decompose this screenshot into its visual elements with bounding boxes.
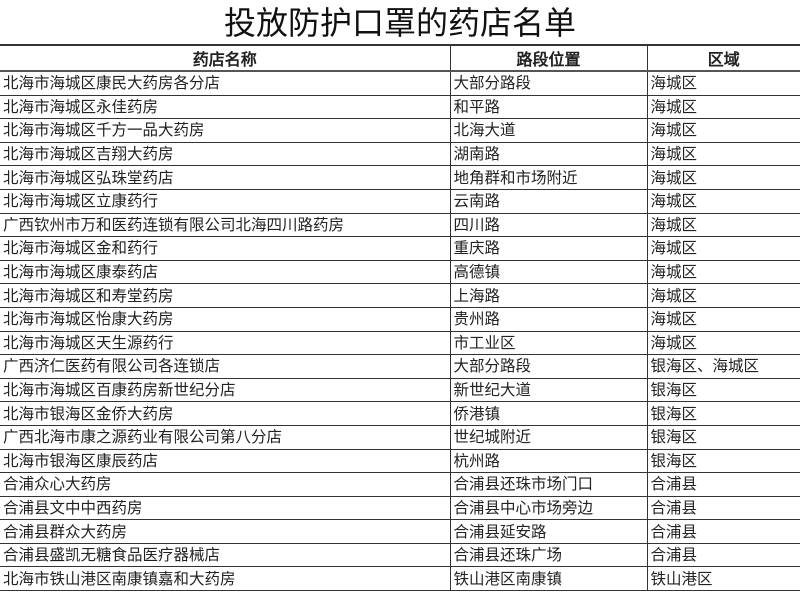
cell-pharmacy-name: 北海市海城区天生源药行 <box>0 330 451 356</box>
cell-location: 合浦县中心市场旁边 <box>449 495 648 521</box>
cell-pharmacy-name: 北海市银海区康辰药店 <box>0 448 451 474</box>
cell-location: 地角群和市场附近 <box>449 165 648 190</box>
cell-district: 海城区 <box>646 283 800 308</box>
cell-pharmacy-name: 北海市海城区吉翔大药房 <box>0 141 451 167</box>
page-title: 投放防护口罩的药店名单 <box>0 0 800 45</box>
table-row: 北海市海城区康民大药房各分店 大部分路段 海城区 <box>0 70 800 96</box>
cell-location: 上海路 <box>449 283 648 308</box>
pharmacy-table: 药店名称 路段位置 区域 北海市海城区康民大药房各分店 大部分路段 海城区 北海市海城… <box>0 45 800 592</box>
cell-pharmacy-name: 北海市海城区弘珠堂药店 <box>0 165 451 190</box>
table-body: 北海市海城区康民大药房各分店 大部分路段 海城区 北海市海城区永佳药房 和平路 海城区 北海… <box>0 70 800 592</box>
header-pharmacy-name: 药店名称 <box>0 45 451 72</box>
table-row: 北海市海城区吉翔大药房 湖南路 海城区 <box>0 141 800 167</box>
cell-district: 银海区 <box>646 377 800 403</box>
header-location: 路段位置 <box>449 45 648 72</box>
cell-location: 合浦县延安路 <box>449 519 648 544</box>
cell-location: 湖南路 <box>449 141 648 167</box>
cell-district: 合浦县 <box>646 495 800 521</box>
cell-location: 重庆路 <box>449 236 648 261</box>
cell-pharmacy-name: 北海市海城区康民大药房各分店 <box>0 70 451 96</box>
cell-district: 海城区 <box>646 94 800 120</box>
cell-location: 贵州路 <box>449 306 648 332</box>
table-row: 北海市海城区弘珠堂药店 地角群和市场附近 海城区 <box>0 165 800 190</box>
cell-pharmacy-name: 合浦县盛凯无糖食品医疗器械店 <box>0 542 451 568</box>
table-row: 北海市海城区康泰药店 高德镇 海城区 <box>0 259 800 285</box>
cell-pharmacy-name: 广西北海市康之源药业有限公司第八分店 <box>0 424 451 450</box>
cell-district: 合浦县 <box>646 519 800 544</box>
cell-pharmacy-name: 广西济仁医药有限公司各连锁店 <box>0 354 451 379</box>
cell-district: 银海区 <box>646 448 800 474</box>
cell-pharmacy-name: 北海市海城区永佳药房 <box>0 94 451 120</box>
cell-location: 市工业区 <box>449 330 648 356</box>
table-row: 广西济仁医药有限公司各连锁店 大部分路段 银海区、海城区 <box>0 354 800 379</box>
cell-district: 海城区 <box>646 70 800 96</box>
table-row: 合浦众心大药房 合浦县还珠市场门口 合浦县 <box>0 472 800 497</box>
table-row: 北海市海城区怡康大药房 贵州路 海城区 <box>0 306 800 332</box>
table-row: 北海市海城区天生源药行 市工业区 海城区 <box>0 330 800 356</box>
cell-location: 高德镇 <box>449 259 648 285</box>
table-row: 广西北海市康之源药业有限公司第八分店 世纪城附近 银海区 <box>0 424 800 450</box>
table-row: 北海市海城区立康药行 云南路 海城区 <box>0 188 800 214</box>
cell-district: 合浦县 <box>646 472 800 497</box>
cell-district: 海城区 <box>646 165 800 190</box>
cell-location: 合浦县还珠市场门口 <box>449 472 648 497</box>
cell-district: 海城区 <box>646 188 800 214</box>
cell-location: 铁山港区南康镇 <box>449 566 648 592</box>
cell-district: 银海区、海城区 <box>646 354 800 379</box>
cell-location: 杭州路 <box>449 448 648 474</box>
table-row: 北海市海城区百康药房新世纪分店 新世纪大道 银海区 <box>0 377 800 403</box>
cell-location: 新世纪大道 <box>449 377 648 403</box>
table-row: 北海市铁山港区南康镇嘉和大药房 铁山港区南康镇 铁山港区 <box>0 566 800 592</box>
table-row: 合浦县盛凯无糖食品医疗器械店 合浦县还珠广场 合浦县 <box>0 542 800 568</box>
cell-district: 海城区 <box>646 259 800 285</box>
cell-location: 四川路 <box>449 212 648 238</box>
cell-district: 合浦县 <box>646 542 800 568</box>
cell-location: 北海大道 <box>449 118 648 143</box>
cell-district: 海城区 <box>646 212 800 238</box>
cell-district: 海城区 <box>646 330 800 356</box>
cell-district: 海城区 <box>646 118 800 143</box>
table-row: 北海市海城区永佳药房 和平路 海城区 <box>0 94 800 120</box>
cell-district: 海城区 <box>646 306 800 332</box>
cell-location: 世纪城附近 <box>449 424 648 450</box>
table-row: 北海市海城区千方一品大药房 北海大道 海城区 <box>0 118 800 143</box>
cell-location: 云南路 <box>449 188 648 214</box>
cell-location: 合浦县还珠广场 <box>449 542 648 568</box>
cell-pharmacy-name: 北海市海城区康泰药店 <box>0 259 451 285</box>
cell-pharmacy-name: 北海市银海区金侨大药房 <box>0 401 451 426</box>
cell-pharmacy-name: 北海市海城区立康药行 <box>0 188 451 214</box>
cell-pharmacy-name: 合浦县文中中西药房 <box>0 495 451 521</box>
cell-pharmacy-name: 北海市海城区千方一品大药房 <box>0 118 451 143</box>
cell-pharmacy-name: 北海市海城区和寿堂药房 <box>0 283 451 308</box>
cell-location: 大部分路段 <box>449 70 648 96</box>
cell-location: 侨港镇 <box>449 401 648 426</box>
cell-pharmacy-name: 合浦众心大药房 <box>0 472 451 497</box>
cell-pharmacy-name: 北海市海城区怡康大药房 <box>0 306 451 332</box>
cell-pharmacy-name: 北海市海城区金和药行 <box>0 236 451 261</box>
table-row: 合浦县群众大药房 合浦县延安路 合浦县 <box>0 519 800 544</box>
table-row: 北海市银海区康辰药店 杭州路 银海区 <box>0 448 800 474</box>
table-row: 北海市银海区金侨大药房 侨港镇 银海区 <box>0 401 800 426</box>
table-row: 合浦县文中中西药房 合浦县中心市场旁边 合浦县 <box>0 495 800 521</box>
cell-pharmacy-name: 北海市海城区百康药房新世纪分店 <box>0 377 451 403</box>
table-row: 北海市海城区和寿堂药房 上海路 海城区 <box>0 283 800 308</box>
cell-pharmacy-name: 北海市铁山港区南康镇嘉和大药房 <box>0 566 451 592</box>
header-row: 药店名称 路段位置 区域 <box>0 45 800 72</box>
cell-district: 海城区 <box>646 141 800 167</box>
header-district: 区域 <box>646 45 800 72</box>
cell-district: 铁山港区 <box>646 566 800 592</box>
cell-pharmacy-name: 广西钦州市万和医药连锁有限公司北海四川路药房 <box>0 212 451 238</box>
cell-location: 大部分路段 <box>449 354 648 379</box>
table-row: 广西钦州市万和医药连锁有限公司北海四川路药房 四川路 海城区 <box>0 212 800 238</box>
cell-district: 银海区 <box>646 401 800 426</box>
cell-district: 海城区 <box>646 236 800 261</box>
cell-district: 银海区 <box>646 424 800 450</box>
table-row: 北海市海城区金和药行 重庆路 海城区 <box>0 236 800 261</box>
cell-pharmacy-name: 合浦县群众大药房 <box>0 519 451 544</box>
cell-location: 和平路 <box>449 94 648 120</box>
